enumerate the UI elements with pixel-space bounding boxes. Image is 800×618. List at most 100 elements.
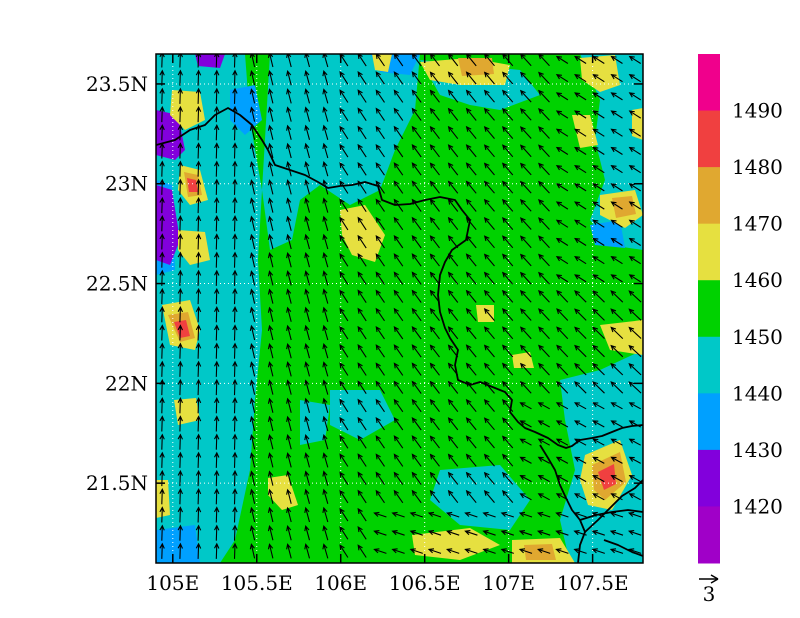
wind-vector-arrow <box>195 415 202 432</box>
wind-vector-arrow <box>357 289 367 304</box>
wind-vector-arrow <box>483 471 495 485</box>
wind-vector-arrow <box>429 216 440 231</box>
wind-vector-arrow <box>375 162 385 176</box>
wind-vector-field <box>159 54 642 559</box>
wind-vector-arrow <box>214 324 220 341</box>
wind-vector-arrow <box>177 124 184 141</box>
wind-vector-arrow <box>628 381 642 394</box>
contour-region-1460 <box>580 55 620 92</box>
wind-vector-arrow <box>411 362 422 376</box>
wind-vector-arrow <box>159 360 165 377</box>
wind-vector-arrow <box>411 471 422 485</box>
wind-vector-arrow <box>177 506 184 523</box>
wind-vector-arrow <box>195 524 202 541</box>
wind-vector-arrow <box>393 307 404 322</box>
wind-vector-arrow <box>375 107 385 121</box>
wind-vector-arrow <box>409 548 423 554</box>
wind-vector-arrow <box>195 360 202 377</box>
wind-vector-arrow <box>304 160 311 177</box>
wind-vector-arrow <box>267 69 274 86</box>
contour-region-1460 <box>632 108 643 140</box>
wind-vector-arrow <box>574 290 587 303</box>
wind-vector-arrow <box>447 271 459 285</box>
wind-vector-arrow <box>501 380 514 394</box>
wind-vector-arrow <box>339 289 349 303</box>
wind-vector-arrow <box>177 378 184 396</box>
wind-vector-arrow <box>483 217 495 230</box>
wind-vector-arrow <box>556 289 569 303</box>
wind-vector-arrow <box>393 89 404 103</box>
wind-vector-arrow <box>483 326 495 340</box>
wind-vector-arrow <box>464 511 478 518</box>
wind-vector-arrow <box>375 143 385 158</box>
wind-vector-arrow <box>159 251 165 268</box>
wind-vector-arrow <box>411 253 422 267</box>
wind-vector-arrow <box>249 179 256 195</box>
wind-vector-arrow <box>465 289 477 303</box>
wind-vector-arrow <box>339 71 349 85</box>
wind-vector-arrow <box>177 451 184 468</box>
wind-vector-arrow <box>195 196 202 214</box>
wind-vector-arrow <box>357 162 367 176</box>
wind-vector-arrow <box>538 162 550 176</box>
wind-vector-arrow <box>483 89 495 103</box>
wind-vector-arrow <box>429 362 440 376</box>
wind-vector-arrow <box>393 489 404 504</box>
wind-vector-arrow <box>286 342 292 359</box>
wind-vector-arrow <box>159 488 165 505</box>
wind-vector-arrow <box>574 493 587 501</box>
wind-vector-arrow <box>411 307 422 322</box>
wind-vector-arrow <box>555 183 569 192</box>
colorbar-label: 1460 <box>732 268 783 292</box>
wind-vector-arrow <box>555 55 569 64</box>
wind-vector-arrow <box>286 506 292 523</box>
wind-vector-arrow <box>322 160 329 177</box>
longitude-tick-label: 106.5E <box>389 571 461 595</box>
wind-vector-arrow <box>628 326 642 339</box>
wind-vector-arrow <box>555 256 569 265</box>
wind-vector-arrow <box>447 307 459 322</box>
wind-vector-arrow <box>232 524 238 541</box>
wind-vector-arrow <box>195 397 202 414</box>
wind-vector-arrow <box>592 326 605 339</box>
wind-vector-arrow <box>411 325 422 340</box>
wind-vector-arrow <box>286 124 292 140</box>
wind-vector-arrow <box>536 548 551 554</box>
wind-vector-arrow <box>195 451 202 468</box>
wind-vector-arrow <box>393 216 404 231</box>
wind-vector-arrow <box>610 110 623 119</box>
wind-vector-arrow <box>286 452 292 468</box>
wind-vector-arrow <box>214 451 220 468</box>
wind-vector-arrow <box>267 233 274 250</box>
political-borders <box>156 107 643 563</box>
wind-vector-arrow <box>375 435 385 449</box>
wind-vector-arrow <box>214 415 220 432</box>
wind-vector-arrow <box>375 325 385 340</box>
wind-vector-arrow <box>177 215 184 232</box>
wind-vector-arrow <box>628 344 642 358</box>
wind-vector-arrow <box>267 452 274 468</box>
wind-vector-arrow <box>393 325 404 340</box>
wind-vector-arrow <box>177 433 184 450</box>
wind-vector-arrow <box>159 124 165 141</box>
wind-vector-arrow <box>411 289 422 303</box>
wind-vector-arrow <box>411 71 422 85</box>
wind-vector-arrow <box>393 54 404 67</box>
wind-vector-arrow <box>375 416 385 431</box>
wind-vector-arrow <box>411 271 422 285</box>
wind-vector-arrow <box>375 398 385 413</box>
wind-vector-arrow <box>592 219 605 228</box>
wind-vector-arrow <box>519 144 532 158</box>
wind-vector-arrow <box>483 271 495 285</box>
wind-vector-arrow <box>610 402 623 410</box>
longitude-tick-label: 105.5E <box>221 571 293 595</box>
wind-vector-arrow <box>286 288 292 304</box>
wind-vector-arrow <box>286 524 292 541</box>
wind-vector-arrow <box>518 530 533 536</box>
wind-vector-arrow <box>249 215 256 231</box>
wind-vector-arrow <box>195 306 202 323</box>
wind-vector-arrow <box>177 397 184 414</box>
wind-vector-arrow <box>610 256 623 265</box>
wind-vector-arrow <box>555 420 569 428</box>
